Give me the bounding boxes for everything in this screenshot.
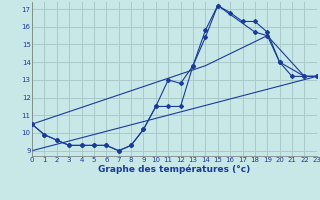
X-axis label: Graphe des températures (°c): Graphe des températures (°c) bbox=[98, 165, 251, 174]
